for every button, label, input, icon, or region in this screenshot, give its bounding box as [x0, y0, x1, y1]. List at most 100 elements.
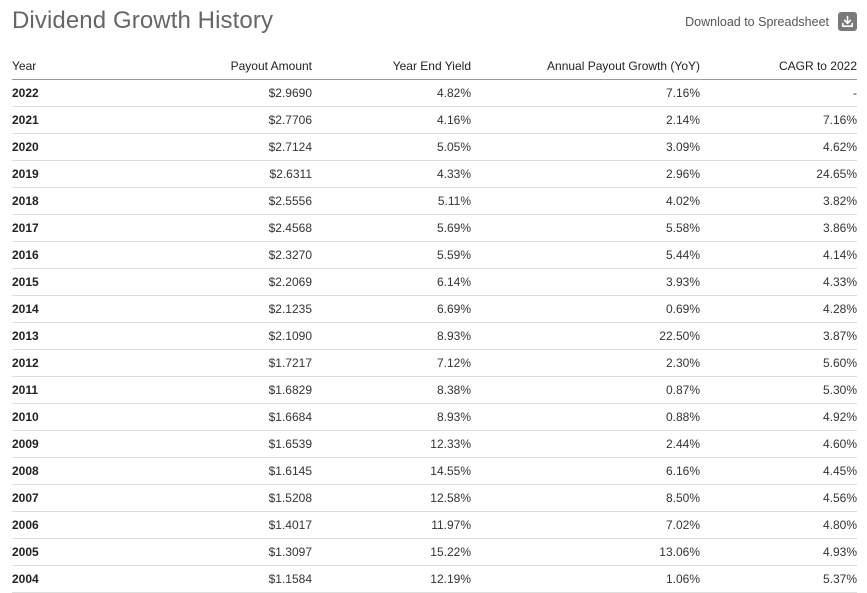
- cell-payout-amount: $1.3097: [112, 538, 312, 566]
- table-body: 2022 $2.9690 4.82% 7.16% -2021 $2.7706 4.16% 2.…: [12, 79, 857, 593]
- page-title: Dividend Growth History: [12, 7, 274, 34]
- cell-year-end-yield: 6.69%: [312, 295, 471, 323]
- cell-annual-payout-growth: 8.50%: [471, 484, 700, 512]
- cell-year: 2020: [12, 133, 112, 161]
- cell-year: 2008: [12, 457, 112, 485]
- cell-cagr: 4.93%: [700, 538, 857, 566]
- cell-year-end-yield: 4.82%: [312, 79, 471, 107]
- cell-year: 2011: [12, 376, 112, 404]
- table-row: 2012 $1.7217 7.12% 2.30% 5.60%: [12, 349, 857, 377]
- cell-cagr: 4.33%: [700, 268, 857, 296]
- cell-payout-amount: $1.6145: [112, 457, 312, 485]
- table-row: 2005 $1.3097 15.22% 13.06% 4.93%: [12, 538, 857, 566]
- cell-payout-amount: $2.2069: [112, 268, 312, 296]
- cell-cagr: 5.30%: [700, 376, 857, 404]
- cell-cagr: 4.14%: [700, 241, 857, 269]
- table-row: 2017 $2.4568 5.69% 5.58% 3.86%: [12, 214, 857, 242]
- cell-payout-amount: $1.6829: [112, 376, 312, 404]
- cell-year: 2021: [12, 106, 112, 134]
- cell-year-end-yield: 5.69%: [312, 214, 471, 242]
- cell-year-end-yield: 14.55%: [312, 457, 471, 485]
- column-header-annual-payout-growth[interactable]: Annual Payout Growth (YoY): [471, 53, 700, 80]
- cell-year-end-yield: 4.16%: [312, 106, 471, 134]
- cell-cagr: 4.60%: [700, 430, 857, 458]
- cell-cagr: 5.37%: [700, 565, 857, 593]
- cell-year: 2014: [12, 295, 112, 323]
- table-row: 2020 $2.7124 5.05% 3.09% 4.62%: [12, 133, 857, 161]
- cell-annual-payout-growth: 13.06%: [471, 538, 700, 566]
- table-row: 2006 $1.4017 11.97% 7.02% 4.80%: [12, 511, 857, 539]
- table-row: 2022 $2.9690 4.82% 7.16% -: [12, 79, 857, 107]
- cell-cagr: 3.82%: [700, 187, 857, 215]
- cell-cagr: 4.56%: [700, 484, 857, 512]
- cell-year-end-yield: 7.12%: [312, 349, 471, 377]
- cell-year-end-yield: 12.19%: [312, 565, 471, 593]
- column-header-year-end-yield[interactable]: Year End Yield: [312, 53, 471, 80]
- cell-year: 2007: [12, 484, 112, 512]
- cell-payout-amount: $2.1090: [112, 322, 312, 350]
- cell-cagr: -: [700, 79, 857, 107]
- cell-payout-amount: $1.7217: [112, 349, 312, 377]
- cell-annual-payout-growth: 7.02%: [471, 511, 700, 539]
- cell-year: 2017: [12, 214, 112, 242]
- cell-annual-payout-growth: 0.87%: [471, 376, 700, 404]
- cell-annual-payout-growth: 3.09%: [471, 133, 700, 161]
- cell-cagr: 24.65%: [700, 160, 857, 188]
- column-header-cagr[interactable]: CAGR to 2022: [700, 53, 857, 80]
- table-row: 2013 $2.1090 8.93% 22.50% 3.87%: [12, 322, 857, 350]
- cell-year: 2009: [12, 430, 112, 458]
- cell-cagr: 4.62%: [700, 133, 857, 161]
- table-row: 2008 $1.6145 14.55% 6.16% 4.45%: [12, 457, 857, 485]
- cell-annual-payout-growth: 6.16%: [471, 457, 700, 485]
- cell-annual-payout-growth: 1.06%: [471, 565, 700, 593]
- cell-year-end-yield: 11.97%: [312, 511, 471, 539]
- cell-year-end-yield: 5.59%: [312, 241, 471, 269]
- table-row: 2011 $1.6829 8.38% 0.87% 5.30%: [12, 376, 857, 404]
- cell-payout-amount: $2.1235: [112, 295, 312, 323]
- cell-payout-amount: $1.5208: [112, 484, 312, 512]
- table-row: 2019 $2.6311 4.33% 2.96% 24.65%: [12, 160, 857, 188]
- cell-cagr: 3.86%: [700, 214, 857, 242]
- cell-cagr: 5.60%: [700, 349, 857, 377]
- cell-year: 2019: [12, 160, 112, 188]
- cell-payout-amount: $2.6311: [112, 160, 312, 188]
- cell-year: 2013: [12, 322, 112, 350]
- cell-year: 2022: [12, 79, 112, 107]
- cell-annual-payout-growth: 2.44%: [471, 430, 700, 458]
- cell-year-end-yield: 12.33%: [312, 430, 471, 458]
- cell-annual-payout-growth: 0.88%: [471, 403, 700, 431]
- cell-annual-payout-growth: 5.58%: [471, 214, 700, 242]
- cell-payout-amount: $1.6539: [112, 430, 312, 458]
- cell-year: 2006: [12, 511, 112, 539]
- cell-annual-payout-growth: 2.14%: [471, 106, 700, 134]
- column-header-payout-amount[interactable]: Payout Amount: [112, 53, 312, 80]
- column-header-year[interactable]: Year: [12, 53, 112, 80]
- table-row: 2015 $2.2069 6.14% 3.93% 4.33%: [12, 268, 857, 296]
- table-row: 2016 $2.3270 5.59% 5.44% 4.14%: [12, 241, 857, 269]
- cell-payout-amount: $2.3270: [112, 241, 312, 269]
- cell-payout-amount: $2.9690: [112, 79, 312, 107]
- table-row: 2018 $2.5556 5.11% 4.02% 3.82%: [12, 187, 857, 215]
- cell-year-end-yield: 5.11%: [312, 187, 471, 215]
- cell-annual-payout-growth: 0.69%: [471, 295, 700, 323]
- cell-payout-amount: $2.4568: [112, 214, 312, 242]
- cell-payout-amount: $1.4017: [112, 511, 312, 539]
- download-to-spreadsheet-button[interactable]: Download to Spreadsheet: [685, 12, 857, 31]
- table-row: 2021 $2.7706 4.16% 2.14% 7.16%: [12, 106, 857, 134]
- download-label: Download to Spreadsheet: [685, 14, 829, 29]
- cell-annual-payout-growth: 7.16%: [471, 79, 700, 107]
- dividend-history-table: Year Payout Amount Year End Yield Annual…: [12, 53, 857, 593]
- cell-year: 2012: [12, 349, 112, 377]
- cell-year-end-yield: 15.22%: [312, 538, 471, 566]
- download-icon: [838, 12, 857, 31]
- cell-year-end-yield: 8.93%: [312, 403, 471, 431]
- cell-payout-amount: $2.5556: [112, 187, 312, 215]
- cell-annual-payout-growth: 3.93%: [471, 268, 700, 296]
- cell-year: 2004: [12, 565, 112, 593]
- cell-year-end-yield: 8.38%: [312, 376, 471, 404]
- cell-annual-payout-growth: 2.30%: [471, 349, 700, 377]
- cell-payout-amount: $1.6684: [112, 403, 312, 431]
- cell-cagr: 4.80%: [700, 511, 857, 539]
- cell-payout-amount: $2.7706: [112, 106, 312, 134]
- cell-year-end-yield: 12.58%: [312, 484, 471, 512]
